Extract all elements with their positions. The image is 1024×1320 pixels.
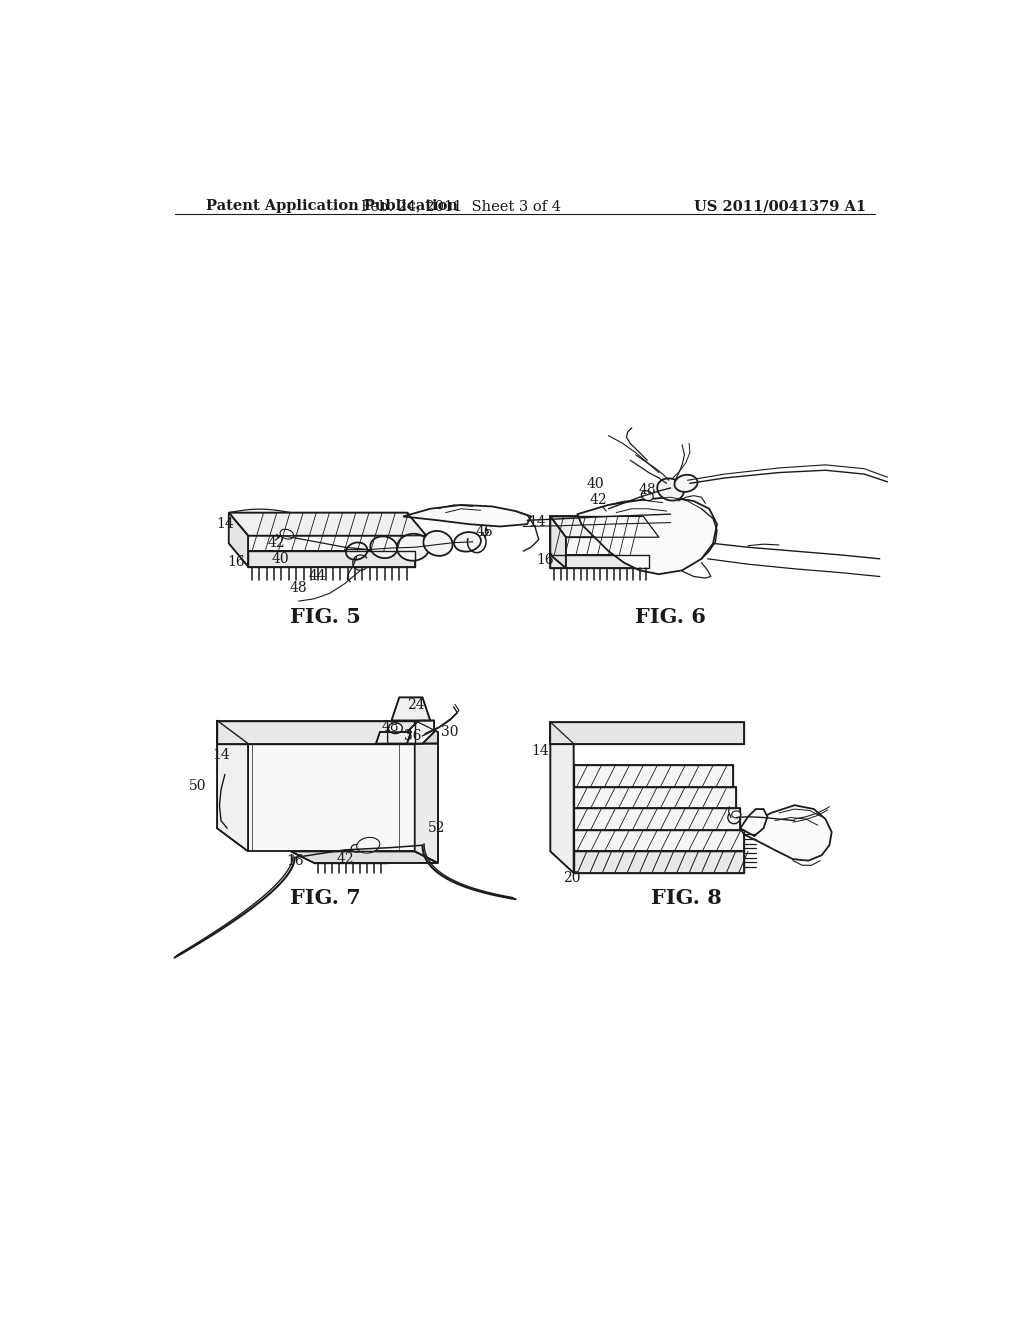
Polygon shape <box>550 516 566 568</box>
Text: 30: 30 <box>441 725 459 739</box>
Polygon shape <box>550 554 649 568</box>
Polygon shape <box>573 766 732 787</box>
Polygon shape <box>217 721 415 743</box>
Polygon shape <box>578 498 717 574</box>
Polygon shape <box>415 743 438 863</box>
Polygon shape <box>740 809 767 836</box>
Ellipse shape <box>423 531 453 556</box>
Text: 40: 40 <box>587 477 604 491</box>
Ellipse shape <box>281 529 294 539</box>
Polygon shape <box>415 721 438 743</box>
Text: 16: 16 <box>227 554 246 569</box>
Polygon shape <box>573 808 740 830</box>
Text: 14: 14 <box>212 748 229 762</box>
Ellipse shape <box>388 723 402 734</box>
Text: 48: 48 <box>638 483 656 496</box>
Polygon shape <box>550 722 573 873</box>
Polygon shape <box>388 721 434 743</box>
Ellipse shape <box>346 543 368 560</box>
Polygon shape <box>550 516 658 537</box>
Polygon shape <box>573 830 744 851</box>
Polygon shape <box>248 743 415 851</box>
Text: 14: 14 <box>528 515 546 529</box>
Text: 16: 16 <box>537 553 554 566</box>
Ellipse shape <box>356 837 380 853</box>
Text: FIG. 5: FIG. 5 <box>290 607 361 627</box>
Text: US 2011/0041379 A1: US 2011/0041379 A1 <box>693 199 866 213</box>
Polygon shape <box>217 721 248 851</box>
Polygon shape <box>573 787 736 808</box>
Polygon shape <box>740 805 831 861</box>
Text: 36: 36 <box>404 729 422 743</box>
Polygon shape <box>550 516 643 554</box>
Polygon shape <box>248 512 407 552</box>
Ellipse shape <box>371 536 397 558</box>
Ellipse shape <box>397 533 429 561</box>
Text: 46: 46 <box>476 525 494 539</box>
Text: Feb. 24, 2011  Sheet 3 of 4: Feb. 24, 2011 Sheet 3 of 4 <box>361 199 561 213</box>
Text: 40: 40 <box>271 552 290 566</box>
Polygon shape <box>550 722 744 743</box>
Text: 14: 14 <box>216 517 233 531</box>
Ellipse shape <box>732 810 741 818</box>
Polygon shape <box>403 506 531 527</box>
Text: FIG. 7: FIG. 7 <box>290 887 361 908</box>
Text: Patent Application Publication: Patent Application Publication <box>206 199 458 213</box>
Text: 20: 20 <box>563 871 581 886</box>
Polygon shape <box>573 851 744 873</box>
Polygon shape <box>228 512 248 566</box>
Polygon shape <box>376 733 411 743</box>
Ellipse shape <box>454 532 481 552</box>
Text: 44: 44 <box>309 569 327 582</box>
Ellipse shape <box>675 475 697 492</box>
Text: 16: 16 <box>286 854 303 867</box>
Text: 14: 14 <box>531 744 549 758</box>
Ellipse shape <box>657 478 684 500</box>
Text: 42: 42 <box>268 536 286 550</box>
Text: 48: 48 <box>290 581 307 595</box>
Text: 48: 48 <box>381 719 398 734</box>
Text: 50: 50 <box>189 779 207 793</box>
Text: 24: 24 <box>408 698 425 711</box>
Polygon shape <box>228 512 426 536</box>
Text: FIG. 8: FIG. 8 <box>650 887 721 908</box>
Polygon shape <box>248 552 415 566</box>
Text: 42: 42 <box>590 492 607 507</box>
Text: 42: 42 <box>336 853 354 866</box>
Ellipse shape <box>641 491 653 500</box>
Polygon shape <box>391 697 430 721</box>
Text: 52: 52 <box>428 821 445 836</box>
Ellipse shape <box>351 845 362 853</box>
Text: FIG. 6: FIG. 6 <box>635 607 706 627</box>
Polygon shape <box>291 851 438 863</box>
